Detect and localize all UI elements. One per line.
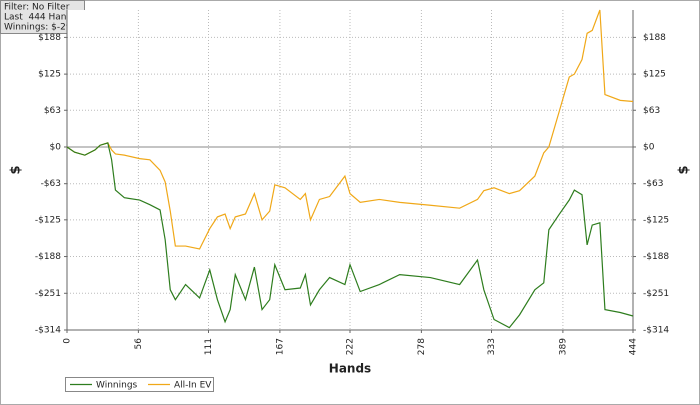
y-tick-label: $0 — [50, 142, 62, 152]
y-tick-label: -$251 — [35, 289, 61, 299]
info-text: Last 444 Hands — [4, 13, 77, 23]
y2-tick-label: $0 — [643, 142, 655, 152]
x-tick-label: 222 — [346, 338, 356, 355]
y2-tick-label: $63 — [643, 106, 660, 116]
x-tick-label: 444 — [629, 338, 639, 355]
info-text: Filter: No Filter — [4, 3, 70, 13]
y2-tick-label: -$125 — [643, 215, 669, 225]
series-line — [66, 142, 634, 329]
x-tick-label: 389 — [558, 338, 568, 355]
y-axis-label: $ — [9, 165, 24, 174]
legend-box — [65, 377, 214, 392]
y-tick-label: -$188 — [35, 252, 61, 262]
y-tick-label: $63 — [44, 106, 61, 116]
y2-tick-label: $188 — [643, 33, 666, 43]
y-tick-label: -$314 — [35, 326, 61, 336]
info-text: Winnings: $-290.12 — [4, 23, 92, 33]
y-tick-label: -$63 — [41, 179, 61, 189]
x-axis-label: Hands — [329, 362, 371, 376]
y2-tick-label: -$251 — [643, 289, 669, 299]
legend-label: All-In EV — [174, 381, 212, 391]
y-tick-label: -$125 — [35, 215, 61, 225]
y-tick-label: $125 — [38, 70, 61, 80]
y2-axis-label: $ — [677, 165, 692, 174]
y2-tick-label: -$188 — [643, 252, 669, 262]
x-tick-label: 167 — [275, 338, 285, 355]
legend-label: Winnings — [96, 381, 138, 391]
x-tick-label: 111 — [204, 338, 214, 355]
y2-tick-label: -$314 — [643, 326, 669, 336]
series-line — [66, 9, 634, 250]
y-tick-label: $188 — [38, 33, 61, 43]
x-tick-label: 333 — [487, 338, 497, 355]
y2-tick-label: -$63 — [643, 179, 663, 189]
x-tick-label: 278 — [417, 338, 427, 355]
x-tick-label: 0 — [63, 338, 73, 344]
x-tick-label: 56 — [134, 338, 144, 350]
y2-tick-label: $125 — [643, 70, 666, 80]
